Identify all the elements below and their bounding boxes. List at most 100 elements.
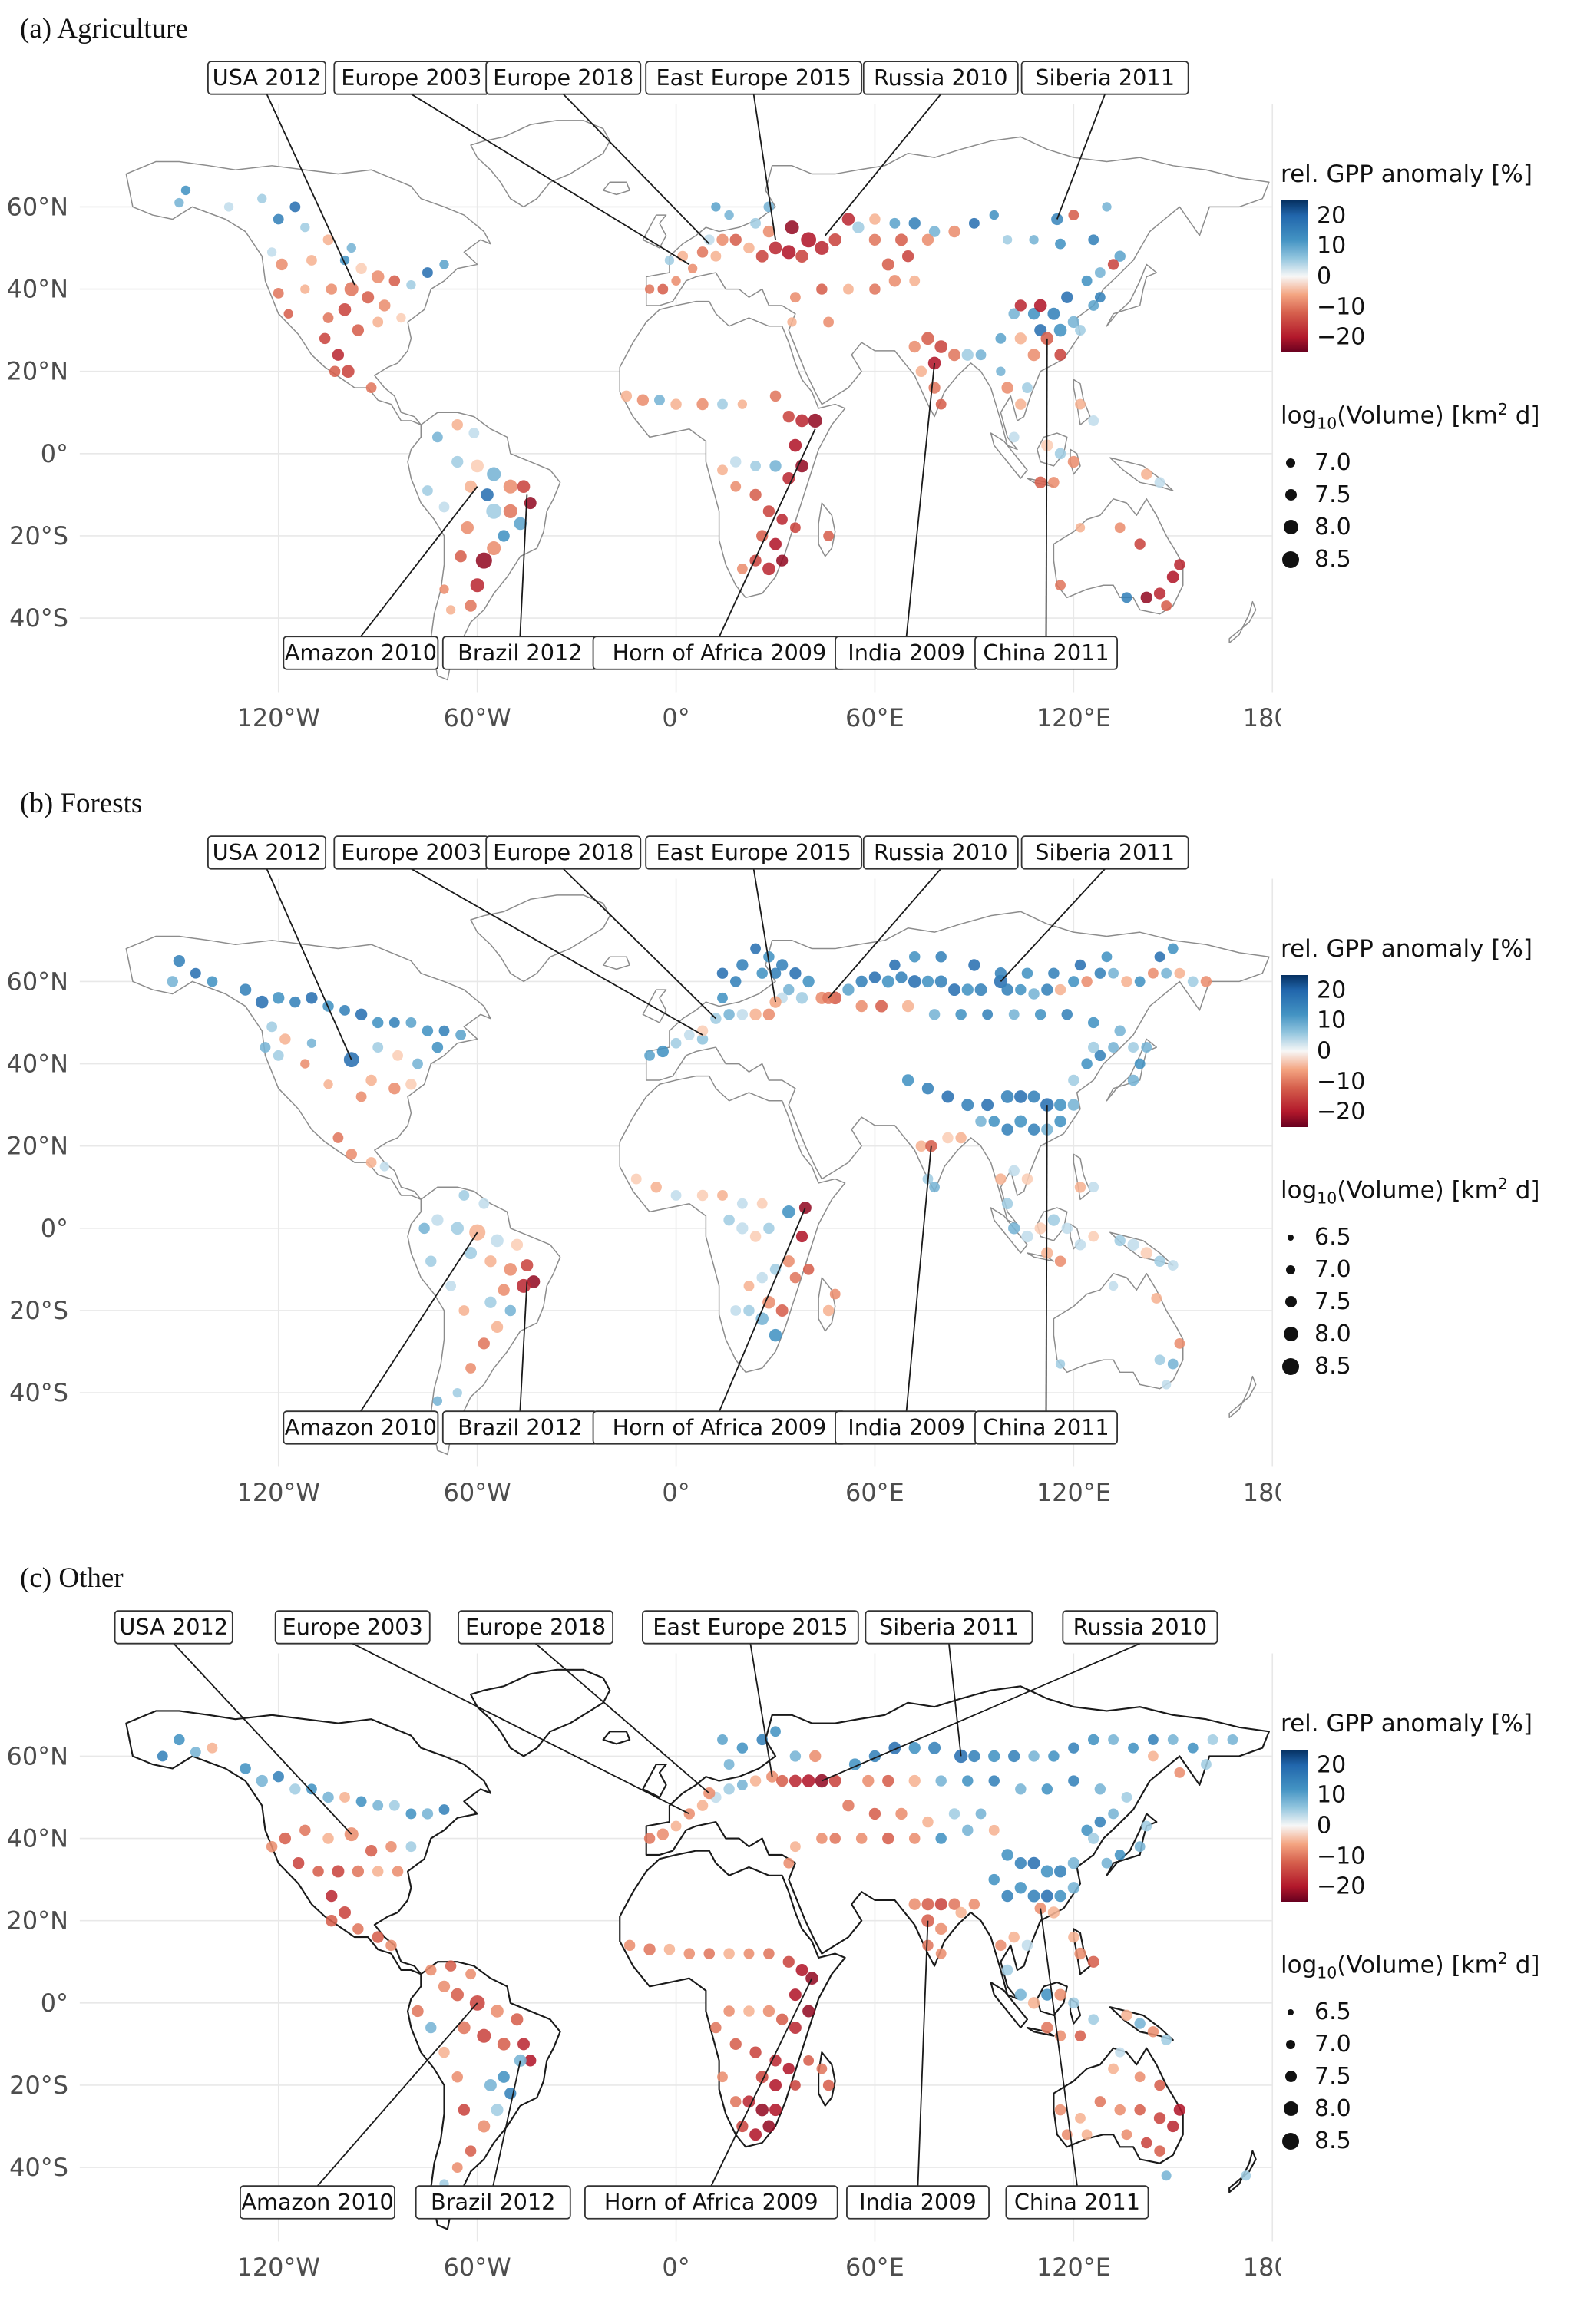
data-point bbox=[935, 1922, 947, 1936]
size-legend-dot-wrap bbox=[1281, 2071, 1301, 2083]
data-point bbox=[769, 996, 782, 1008]
data-point bbox=[1048, 967, 1060, 979]
data-point bbox=[1114, 1850, 1126, 1860]
data-point bbox=[994, 967, 1007, 980]
data-point bbox=[717, 464, 728, 476]
data-point bbox=[742, 2095, 755, 2108]
size-legend-dot-wrap bbox=[1281, 489, 1301, 501]
data-point bbox=[743, 2005, 755, 2017]
annotation-leader-line bbox=[1000, 868, 1106, 983]
size-legend-dot bbox=[1286, 1264, 1295, 1274]
data-point bbox=[306, 992, 318, 1004]
data-point bbox=[769, 390, 782, 402]
annotation-box bbox=[274, 1610, 431, 1645]
x-axis-tick-label: 60°W bbox=[444, 703, 511, 732]
colorbar-ticks: 20 10 0 −10 −20 bbox=[1317, 1750, 1386, 1902]
data-point bbox=[769, 1328, 782, 1342]
data-point bbox=[1081, 976, 1093, 987]
colorbar-tick-label: 20 bbox=[1317, 202, 1347, 230]
data-point bbox=[795, 1963, 808, 1976]
data-point bbox=[868, 233, 881, 246]
x-axis-tick-label: 60°E bbox=[845, 703, 904, 732]
data-point bbox=[352, 324, 365, 336]
color-legend-title: rel. GPP anomaly [%] bbox=[1281, 160, 1532, 188]
annotation-box bbox=[114, 1610, 233, 1645]
data-point bbox=[273, 213, 284, 225]
data-point bbox=[412, 1058, 423, 1069]
data-point bbox=[762, 1008, 775, 1020]
data-point bbox=[755, 2103, 769, 2117]
data-point bbox=[921, 1083, 934, 1095]
data-point bbox=[643, 1833, 656, 1844]
data-point bbox=[795, 250, 808, 263]
size-legend-row: 7.5 bbox=[1281, 479, 1579, 511]
data-point bbox=[300, 284, 310, 294]
annotation-box bbox=[642, 1610, 859, 1645]
data-point bbox=[392, 1050, 403, 1061]
data-point bbox=[881, 975, 894, 988]
data-point bbox=[1161, 2170, 1172, 2181]
data-point bbox=[1167, 1734, 1179, 1745]
data-point bbox=[339, 1792, 350, 1803]
data-point bbox=[491, 2005, 504, 2018]
data-point bbox=[988, 1824, 1000, 1836]
data-point bbox=[487, 467, 501, 481]
data-point bbox=[388, 1083, 401, 1095]
data-point bbox=[1001, 1889, 1013, 1903]
data-point bbox=[1074, 2030, 1086, 2041]
data-point bbox=[451, 455, 464, 468]
data-point bbox=[465, 2145, 477, 2157]
data-point bbox=[888, 275, 901, 287]
data-point bbox=[338, 302, 352, 316]
colorbar-ticks: 20 10 0 −10 −20 bbox=[1317, 200, 1386, 352]
data-point bbox=[968, 1750, 980, 1763]
size-legend-dot bbox=[1284, 2071, 1297, 2083]
panel-b-title: (b) Forests bbox=[20, 788, 143, 819]
data-point bbox=[803, 2055, 815, 2066]
annotation-box bbox=[1062, 1610, 1218, 1645]
annotation-label: Amazon 2010 bbox=[285, 1414, 437, 1440]
data-point bbox=[889, 217, 901, 229]
data-point bbox=[190, 967, 201, 979]
data-point bbox=[948, 983, 961, 997]
data-point bbox=[663, 1943, 676, 1955]
data-point bbox=[1040, 1098, 1054, 1112]
data-point bbox=[1187, 976, 1199, 987]
data-point bbox=[723, 2005, 735, 2017]
data-point bbox=[942, 1132, 954, 1144]
data-point bbox=[1166, 570, 1179, 583]
annotation-leader-line bbox=[917, 1920, 929, 2187]
annotation-leader-line bbox=[828, 868, 941, 999]
size-legend-dot-wrap bbox=[1281, 2008, 1301, 2015]
annotation-box bbox=[645, 835, 862, 870]
data-point bbox=[1068, 1775, 1079, 1787]
annotation-box bbox=[207, 61, 327, 95]
x-axis-tick-label: 0° bbox=[662, 2253, 689, 2282]
data-point bbox=[723, 1214, 735, 1226]
data-point bbox=[1068, 1931, 1079, 1943]
coastlines bbox=[125, 894, 1270, 1456]
data-point bbox=[266, 1840, 278, 1853]
data-point bbox=[852, 221, 865, 233]
data-point bbox=[756, 1198, 768, 1209]
data-point bbox=[749, 554, 762, 567]
size-legend-dot bbox=[1282, 2132, 1299, 2150]
data-point bbox=[465, 1247, 478, 1259]
data-point bbox=[439, 584, 449, 594]
data-point bbox=[478, 1198, 490, 1209]
size-legend-dot bbox=[1286, 458, 1295, 468]
data-point bbox=[696, 1800, 709, 1811]
data-point bbox=[1054, 983, 1066, 996]
data-point bbox=[769, 2055, 782, 2067]
data-point bbox=[332, 1132, 344, 1143]
data-point bbox=[948, 225, 960, 238]
data-point bbox=[451, 419, 463, 431]
data-point bbox=[1207, 1734, 1218, 1745]
data-point bbox=[1014, 1115, 1027, 1128]
data-point bbox=[1027, 308, 1040, 320]
data-point bbox=[425, 2022, 437, 2034]
panel-b-body: USA 2012 Europe 2003 Europe 2018 East Europ… bbox=[0, 821, 1587, 1524]
data-point bbox=[1094, 1816, 1106, 1828]
data-point bbox=[1015, 1783, 1027, 1795]
coastlines bbox=[125, 120, 1270, 681]
